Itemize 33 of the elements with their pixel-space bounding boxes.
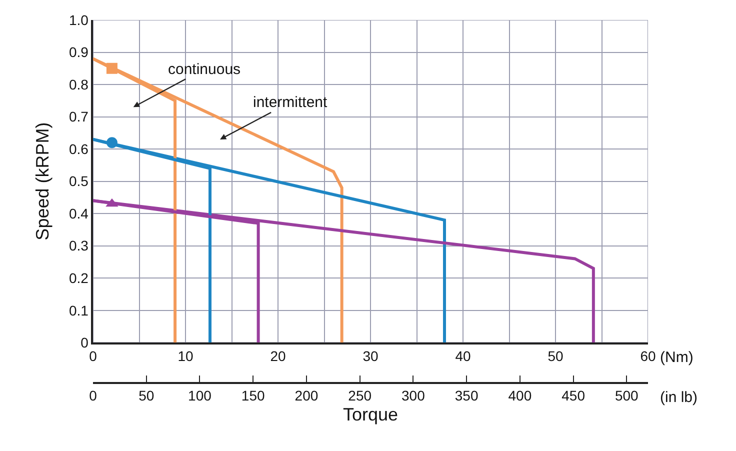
y-axis-title: Speed (kRPM) (32, 122, 53, 240)
x-tick-label: 40 (455, 348, 471, 364)
x-tick-label: 20 (270, 348, 286, 364)
x2-tick-label: 200 (294, 388, 318, 404)
annotation: intermittent (253, 94, 328, 111)
x-axis-title: Torque (342, 404, 398, 424)
y-tick-label: 0.3 (68, 238, 89, 254)
y-tick-label: 0.7 (68, 108, 89, 125)
y-tick-label: 0.5 (68, 173, 89, 190)
x2-tick-label: 150 (241, 388, 265, 404)
x-tick-label: 10 (178, 348, 194, 364)
x2-tick-label: 100 (188, 388, 212, 404)
annotation: continuous (168, 61, 241, 78)
x2-tick-label: 350 (454, 388, 478, 404)
y-tick-label: 0 (80, 334, 89, 351)
y-tick-label: 0.2 (68, 270, 89, 286)
x-tick-label: 50 (548, 348, 564, 364)
x-tick-label: 60 (640, 348, 656, 364)
x-tick-label: 30 (362, 348, 378, 364)
x2-tick-label: 50 (138, 388, 154, 404)
text: (Nm) (660, 349, 694, 366)
y-tick-label: 0.9 (68, 44, 89, 60)
y-tick-label: 0.8 (68, 76, 89, 92)
x2-tick-label: 400 (508, 388, 532, 404)
y-tick-label: 1.0 (68, 12, 89, 28)
text: (in lb) (660, 389, 698, 406)
y-tick-label: 0.4 (68, 205, 89, 222)
x2-tick-label: 500 (614, 388, 639, 404)
x2-tick-label: 450 (562, 388, 586, 404)
x2-tick-label: 300 (402, 388, 426, 404)
y-tick-label: 0.1 (68, 302, 89, 318)
y-tick-label: 0.6 (68, 140, 89, 157)
x2-tick-label: 250 (348, 388, 372, 404)
